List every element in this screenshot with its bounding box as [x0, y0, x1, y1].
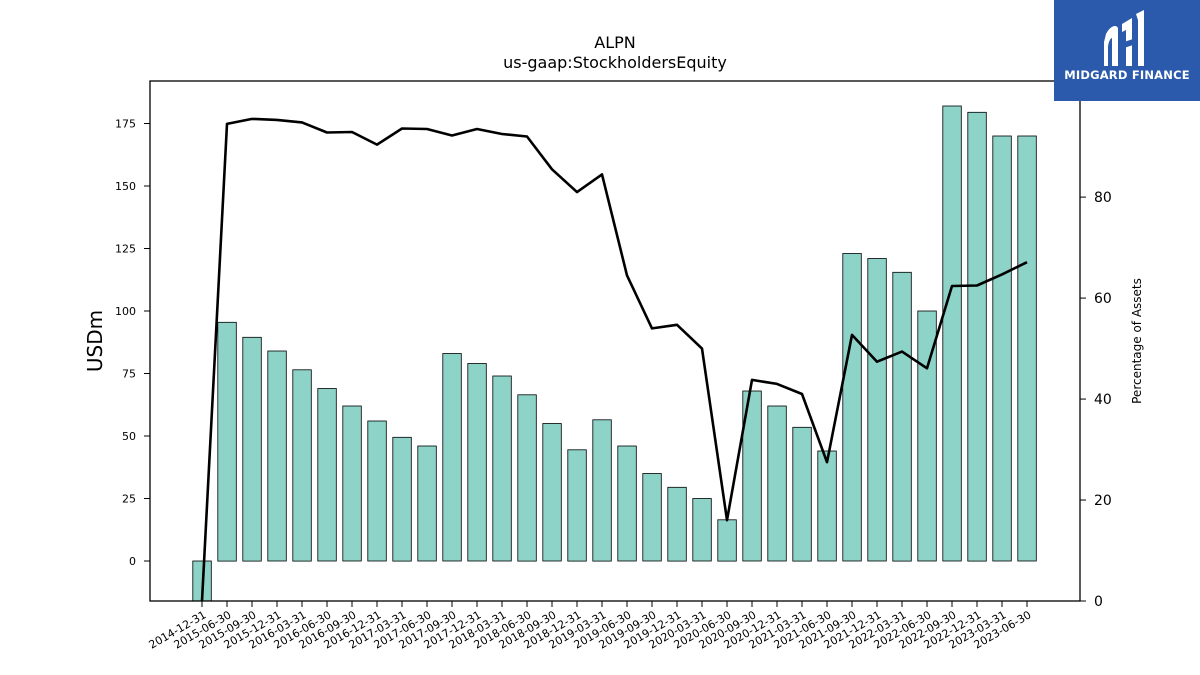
bar	[667, 486, 687, 562]
y-axis-label: USDm	[83, 310, 107, 372]
bar	[942, 105, 962, 562]
line-path	[200, 117, 1028, 602]
bar	[1017, 135, 1037, 562]
y-tick-label: 150	[115, 180, 136, 193]
y2-tick-label: 0	[1094, 594, 1103, 610]
bar	[367, 420, 387, 562]
y2-tick-label: 40	[1094, 392, 1112, 408]
bar	[542, 423, 562, 562]
bar	[992, 135, 1012, 562]
axes: 02550751001251501750204060802014-12-3120…	[115, 118, 1112, 652]
chart-title: ALPN	[594, 33, 635, 52]
bar	[717, 519, 737, 562]
bar	[342, 405, 362, 562]
bar	[592, 419, 612, 562]
bar	[767, 405, 787, 562]
y2-tick-label: 20	[1094, 493, 1112, 509]
bar	[217, 321, 237, 562]
bar	[792, 426, 812, 562]
brand-logo: MIDGARD FINANCE	[1054, 0, 1200, 101]
bar	[617, 445, 637, 562]
bar	[417, 445, 437, 562]
y-tick-label: 50	[122, 430, 136, 443]
brand-name: MIDGARD FINANCE	[1064, 68, 1190, 82]
y-tick-label: 175	[115, 118, 136, 131]
midgard-logo-icon	[1104, 10, 1144, 66]
bar	[242, 336, 262, 562]
bar	[692, 498, 712, 562]
bar	[392, 436, 412, 562]
bar	[817, 450, 837, 562]
y2-tick-label: 60	[1094, 291, 1112, 307]
bar	[892, 271, 912, 562]
bar	[492, 375, 512, 562]
chart-subtitle: us-gaap:StockholdersEquity	[503, 53, 727, 72]
y-tick-label: 125	[115, 243, 136, 256]
bar	[292, 369, 312, 562]
y2-tick-label: 80	[1094, 190, 1112, 206]
line-series	[200, 117, 1028, 602]
bar	[567, 449, 587, 562]
bar	[917, 310, 937, 562]
bar	[867, 258, 887, 562]
bar	[517, 394, 537, 562]
bar	[742, 390, 762, 562]
bar	[442, 353, 462, 562]
y2-axis-label: Percentage of Assets	[1130, 278, 1144, 404]
bar	[967, 111, 987, 562]
bar	[842, 253, 862, 562]
plot-frame	[149, 80, 1081, 602]
bar	[642, 473, 662, 562]
bar	[267, 350, 287, 562]
bar	[467, 363, 487, 562]
y-tick-label: 0	[129, 555, 136, 568]
bar-series	[192, 105, 1037, 602]
y-tick-label: 100	[115, 305, 136, 318]
y-tick-label: 25	[122, 493, 136, 506]
y-tick-label: 75	[122, 368, 136, 381]
bar	[317, 388, 337, 562]
